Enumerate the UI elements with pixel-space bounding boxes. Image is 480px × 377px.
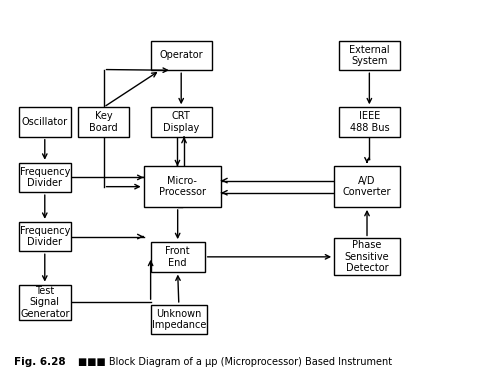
FancyBboxPatch shape	[339, 41, 400, 70]
FancyBboxPatch shape	[151, 107, 212, 137]
Text: Frequency
Divider: Frequency Divider	[20, 226, 70, 247]
Text: Operator: Operator	[159, 51, 203, 60]
Text: Oscillator: Oscillator	[22, 117, 68, 127]
Text: Test
Signal
Generator: Test Signal Generator	[20, 285, 70, 319]
FancyBboxPatch shape	[151, 242, 204, 271]
FancyBboxPatch shape	[19, 285, 71, 320]
Text: External
System: External System	[349, 45, 390, 66]
FancyBboxPatch shape	[78, 107, 130, 137]
Text: Front
End: Front End	[165, 246, 190, 268]
FancyBboxPatch shape	[151, 41, 212, 70]
Text: A/D
Converter: A/D Converter	[343, 176, 391, 198]
Text: Unknown
Impedance: Unknown Impedance	[152, 309, 206, 331]
FancyBboxPatch shape	[334, 166, 400, 207]
Text: IEEE
488 Bus: IEEE 488 Bus	[349, 111, 389, 133]
Text: Micro-
Processor: Micro- Processor	[159, 176, 206, 198]
FancyBboxPatch shape	[151, 305, 207, 334]
Text: Frequency
Divider: Frequency Divider	[20, 167, 70, 188]
FancyBboxPatch shape	[19, 222, 71, 251]
FancyBboxPatch shape	[19, 107, 71, 137]
Text: CRT
Display: CRT Display	[163, 111, 199, 133]
FancyBboxPatch shape	[334, 238, 400, 275]
FancyBboxPatch shape	[19, 162, 71, 192]
FancyBboxPatch shape	[144, 166, 221, 207]
Text: Fig. 6.28: Fig. 6.28	[14, 357, 66, 367]
Text: Phase
Sensitive
Detector: Phase Sensitive Detector	[345, 240, 389, 273]
Text: Key
Board: Key Board	[89, 111, 118, 133]
Text: ■■■ Block Diagram of a μp (Microprocessor) Based Instrument: ■■■ Block Diagram of a μp (Microprocesso…	[78, 357, 392, 367]
FancyBboxPatch shape	[339, 107, 400, 137]
